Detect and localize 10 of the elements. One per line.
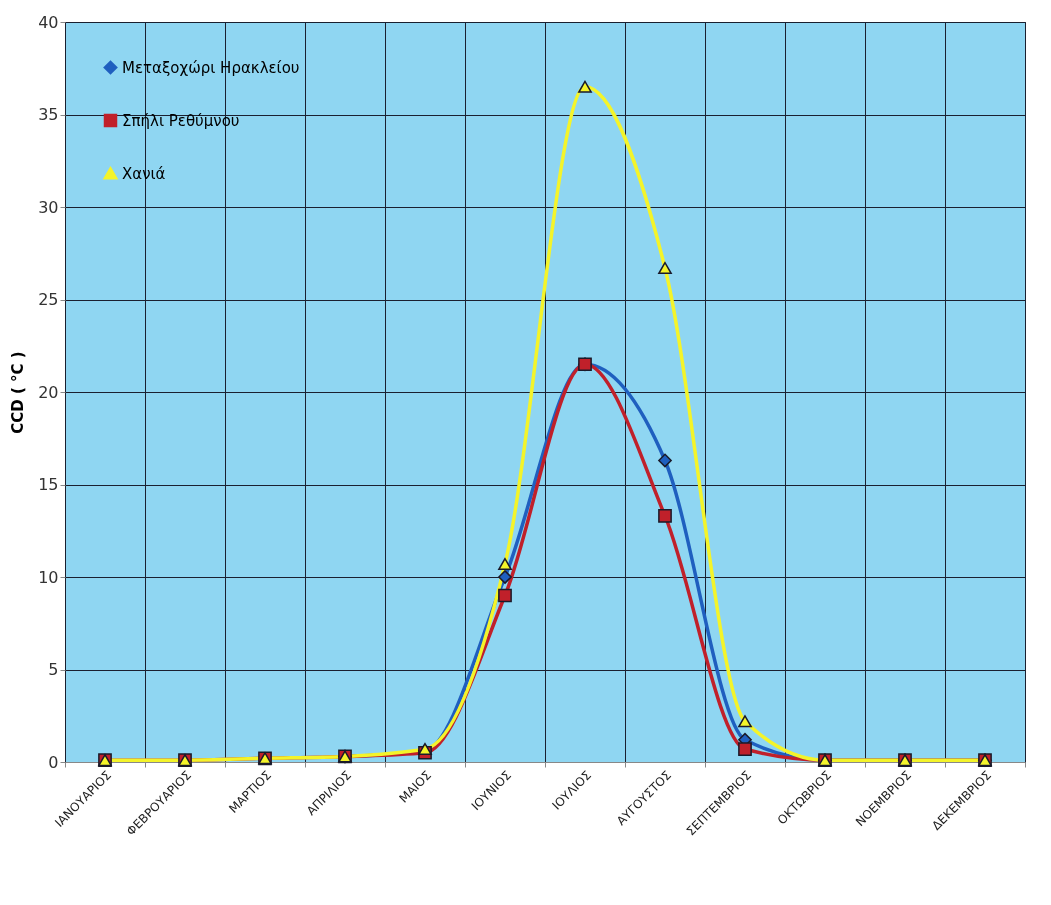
y-tick-label: 15 (38, 475, 59, 494)
y-tick-label: 5 (48, 660, 59, 679)
y-tick-label: 35 (38, 105, 59, 124)
y-tick-label: 40 (38, 12, 59, 32)
y-tick-label: 0 (48, 752, 59, 772)
y-axis-title: CCD ( °C ) (9, 351, 28, 434)
y-tick-label: 25 (38, 290, 59, 309)
y-tick-label: 20 (38, 382, 59, 402)
y-tick-label: 30 (38, 197, 59, 217)
y-tick-label: 10 (38, 567, 59, 587)
